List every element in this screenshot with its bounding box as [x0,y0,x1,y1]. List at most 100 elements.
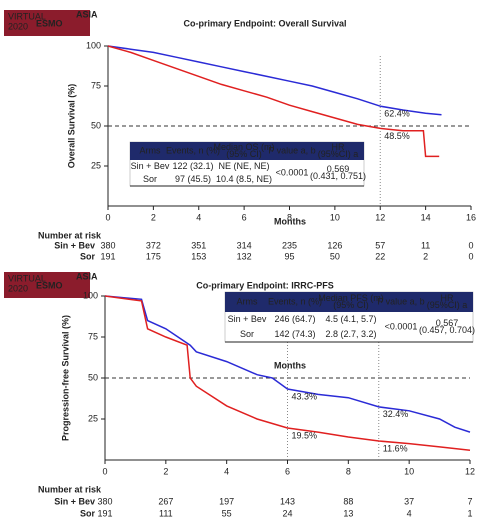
risk-count: 175 [146,251,161,261]
table-cell: Sor [143,174,157,184]
y-tick-label: 25 [91,160,101,170]
risk-count: 88 [343,496,353,506]
chart-title: Co-primary Endpoint: IRRC-PFS [196,280,334,290]
y-axis-label: Progression-free Survival (%) [60,315,70,441]
survival-curve [107,45,442,116]
risk-count: 24 [282,508,292,518]
table-header-text: Events, n (%) [166,145,220,155]
y-tick-label: 75 [88,331,98,341]
risk-count: 95 [284,251,294,261]
table-cell: <0.0001 [276,167,309,177]
table-header-text: (95% CI) [333,300,369,310]
risk-label: Sin + Bev [54,240,95,250]
x-axis-label: Months [274,360,306,370]
table-cell: 246 (64.7) [274,314,315,324]
table-header [225,292,473,312]
logo-text: 2020 [8,283,28,293]
x-tick-label: 10 [330,212,340,222]
table-cell: Sor [240,329,254,339]
table-cell: 0.569 [327,164,350,174]
risk-count: 153 [191,251,206,261]
x-tick-label: 4 [224,466,229,476]
y-tick-label: 75 [91,80,101,90]
x-tick-label: 8 [287,212,292,222]
y-axis-label: Overall Survival (%) [66,84,76,169]
annotation: 11.6% [383,443,408,453]
table-header-text: Median PFS (m) [318,293,384,303]
y-tick-label: 25 [88,413,98,423]
logo-box [4,10,90,36]
table-cell: 142 (74.3) [274,329,315,339]
risk-count: 1 [467,508,472,518]
risk-count: 11 [421,240,430,250]
risk-count: 372 [146,240,161,250]
table-cell: Sin + Bev [228,314,267,324]
x-tick-label: 14 [421,212,431,222]
risk-count: 4 [407,508,412,518]
risk-count: 0 [468,240,473,250]
logo-text: ASIA [76,271,98,281]
y-tick-label: 50 [88,372,98,382]
risk-count: 50 [330,251,340,261]
annotation: 48.5% [384,131,410,141]
logo-text: ESMO [36,18,63,28]
risk-count: 0 [468,251,473,261]
table-cell: (0.457, 0.704) [419,325,475,335]
table-header-text: P value a, b [377,296,424,306]
risk-count: 7 [467,496,472,506]
table-header-text: P value a, b [268,145,315,155]
table-header-text: HR [441,293,454,303]
table-cell: 4.5 (4.1, 5.7) [325,314,376,324]
table-cell: 10.4 (8.5, NE) [216,174,272,184]
table-header-text: Arms [140,145,161,155]
chart-title: Co-primary Endpoint: Overall Survival [183,18,346,28]
x-tick-label: 12 [465,466,475,476]
table-cell: NE (NE, NE) [218,161,269,171]
risk-title: Number at risk [38,230,102,240]
x-tick-label: 6 [242,212,247,222]
risk-count: 197 [219,496,234,506]
risk-count: 191 [100,251,115,261]
y-tick-label: 50 [91,120,101,130]
x-tick-label: 4 [196,212,201,222]
table-header-text: (95% CI) [226,149,262,159]
risk-title: Number at risk [38,484,102,494]
logo-text: 2020 [8,21,28,31]
risk-count: 55 [222,508,232,518]
table-cell: Sin + Bev [131,161,170,171]
risk-count: 380 [97,496,112,506]
logo-box [4,272,90,298]
risk-count: 380 [100,240,115,250]
table-header [130,142,364,160]
table-cell: 97 (45.5) [175,174,211,184]
risk-count: 2 [423,251,428,261]
logo-text: VIRTUAL [8,273,46,283]
annotation: 19.5% [292,430,318,440]
y-tick-label: 100 [83,290,98,300]
risk-count: 314 [237,240,252,250]
risk-count: 267 [158,496,173,506]
risk-count: 37 [404,496,414,506]
risk-label: Sor [80,508,96,518]
x-tick-label: 2 [151,212,156,222]
annotation: 32.4% [383,409,409,419]
table-cell: 2.8 (2.7, 3.2) [325,329,376,339]
annotation: 43.3% [292,391,318,401]
x-tick-label: 0 [105,212,110,222]
x-tick-label: 2 [163,466,168,476]
table-cell: <0.0001 [385,321,418,331]
x-tick-label: 16 [466,212,476,222]
logo-text: VIRTUAL [8,11,46,21]
x-tick-label: 10 [404,466,414,476]
risk-count: 191 [97,508,112,518]
risk-count: 235 [282,240,297,250]
logo-text: ASIA [76,9,98,19]
annotation: 62.4% [384,109,410,119]
table-header-text: Median OS (m) [213,142,274,152]
x-tick-label: 0 [102,466,107,476]
risk-count: 111 [159,508,173,518]
x-tick-label: 12 [375,212,385,222]
table-header-text: Arms [237,296,258,306]
x-tick-label: 8 [346,466,351,476]
